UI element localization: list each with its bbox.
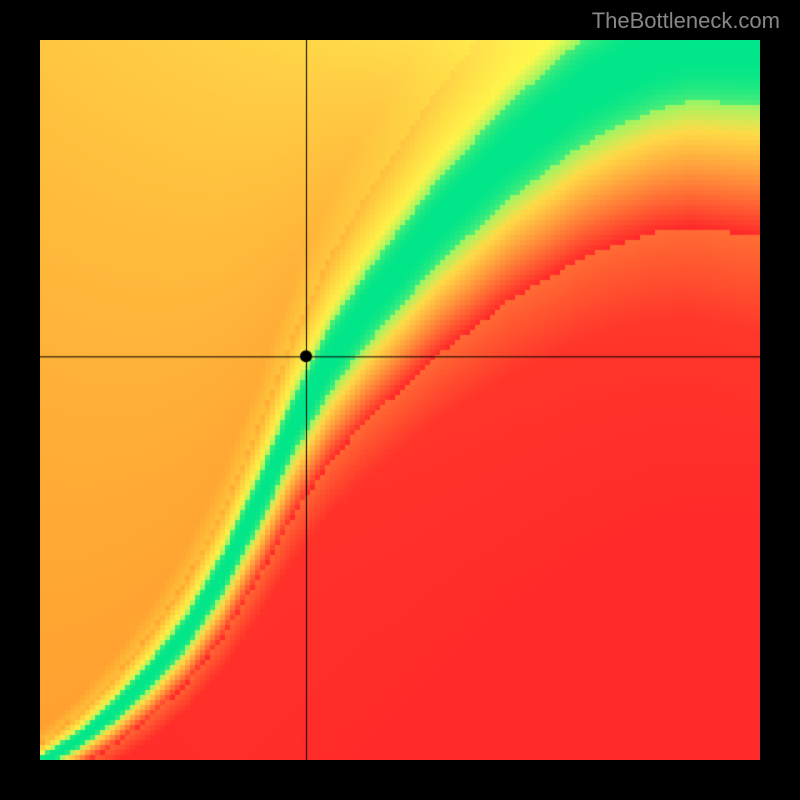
heatmap-canvas xyxy=(40,40,760,760)
watermark-text: TheBottleneck.com xyxy=(592,8,780,34)
bottleneck-heatmap xyxy=(40,40,760,760)
